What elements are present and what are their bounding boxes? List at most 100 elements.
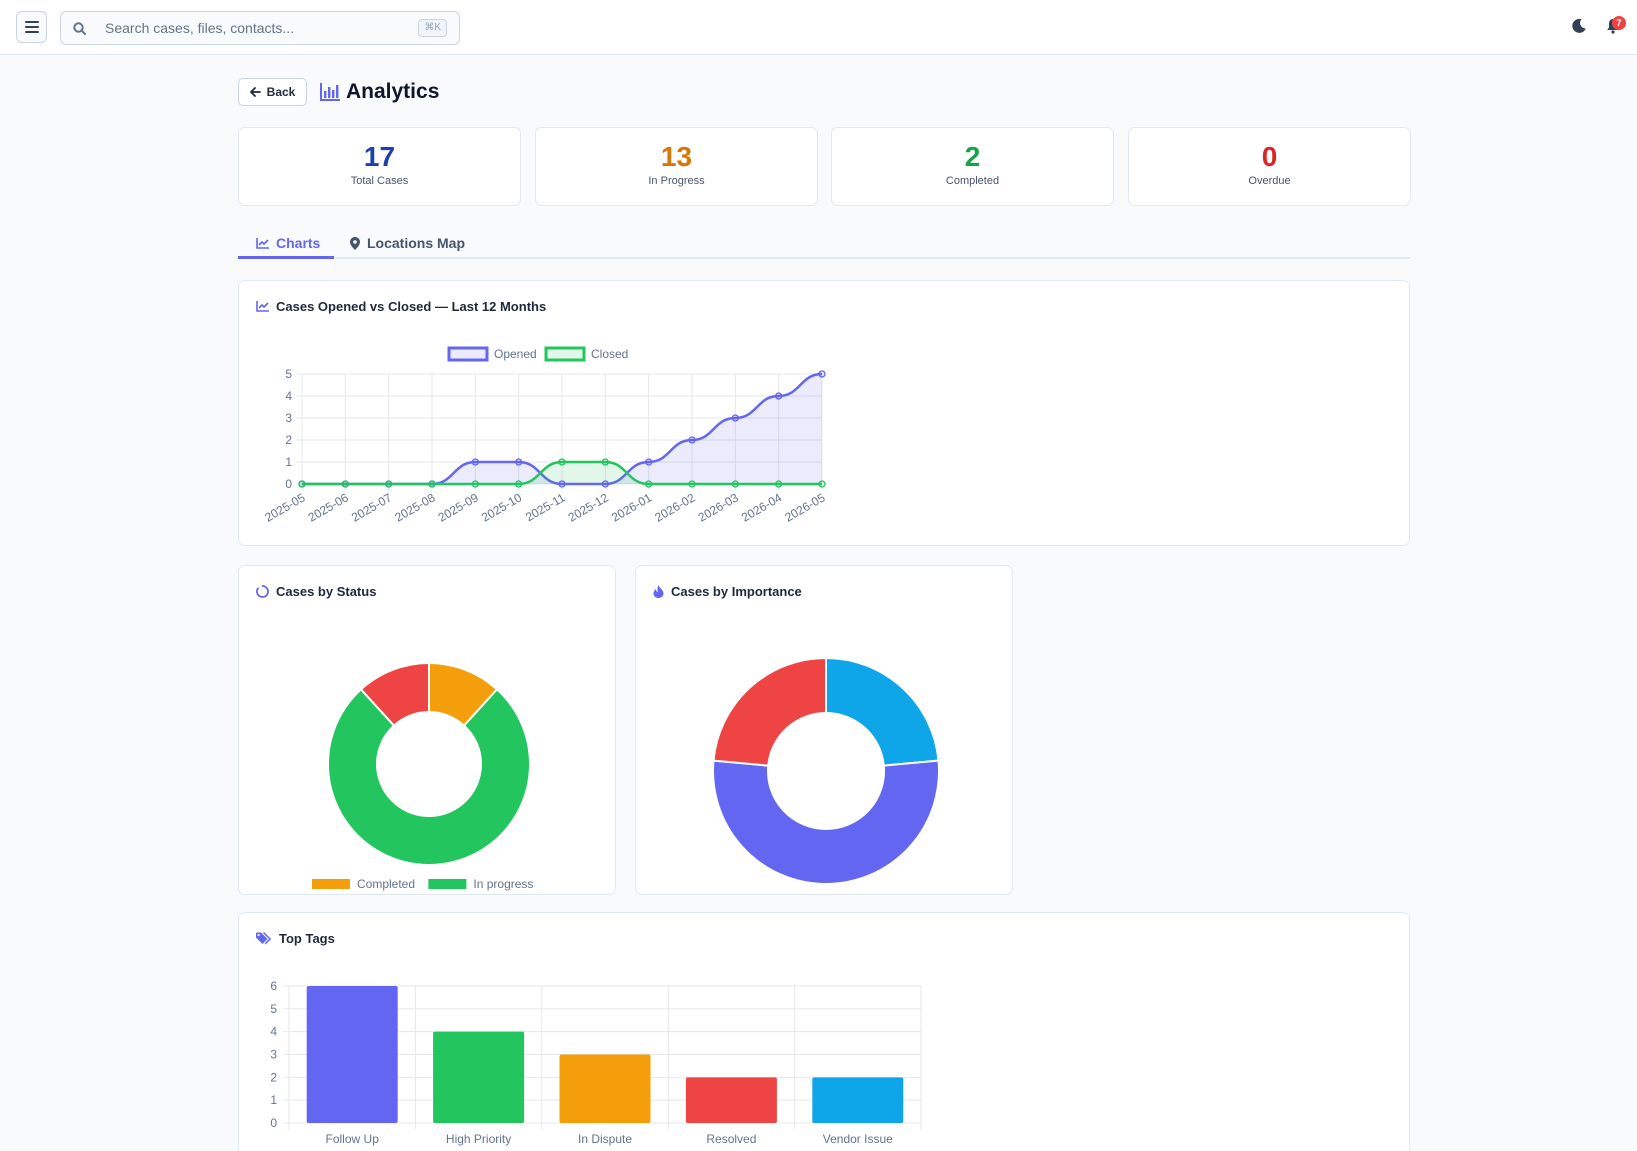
x-tick-label: Follow Up	[326, 1132, 380, 1146]
data-point	[601, 458, 609, 466]
card-title-text: Cases by Importance	[671, 584, 802, 599]
fire-icon	[653, 585, 664, 598]
data-point	[731, 414, 739, 422]
tab-label: Charts	[276, 235, 321, 251]
data-point	[731, 480, 739, 488]
series-line	[302, 460, 822, 486]
x-tick-label: 2026-04	[739, 490, 784, 524]
legend-label: Opened	[494, 347, 537, 361]
bar	[306, 986, 398, 1123]
x-tick-label: 2025-12	[566, 490, 611, 524]
data-point	[428, 480, 436, 488]
search-icon	[73, 22, 86, 35]
data-point	[775, 392, 783, 400]
y-tick-label: 6	[270, 979, 277, 993]
legend-swatch	[544, 346, 586, 362]
card-title: Cases Opened vs Closed — Last 12 Months	[256, 299, 546, 314]
back-button[interactable]: Back	[238, 78, 307, 106]
bar-chart-icon	[320, 83, 340, 101]
x-tick-label: 2025-10	[479, 490, 524, 524]
stat-label: Total Cases	[350, 175, 409, 187]
x-tick-label: Resolved	[706, 1132, 756, 1146]
x-tick-label: In Dispute	[578, 1132, 632, 1146]
importance-donut-chart: LowNormalHigh	[712, 656, 940, 885]
series-area	[302, 374, 822, 484]
x-tick-label: 2025-06	[306, 490, 351, 524]
importance-chart-card: Cases by Importance LowNormalHigh	[635, 565, 1013, 895]
legend-label: Completed	[357, 877, 415, 891]
pie-slice	[327, 687, 531, 866]
y-tick-label: 1	[285, 455, 292, 469]
y-tick-label: 2	[285, 433, 292, 447]
notification-badge: 7	[1612, 16, 1626, 30]
stat-value: 17	[363, 141, 396, 172]
stat-value: 2	[964, 141, 981, 172]
page-header: Analytics	[320, 78, 439, 106]
x-tick-label: 2026-03	[696, 490, 741, 524]
tab-charts[interactable]: Charts	[256, 227, 320, 259]
data-point	[645, 480, 653, 488]
bar	[433, 1031, 525, 1123]
bar	[812, 1077, 904, 1123]
x-tick-label: 2026-02	[652, 490, 697, 524]
y-tick-label: 4	[270, 1025, 277, 1039]
y-tick-label: 5	[270, 1002, 277, 1016]
series-area	[302, 462, 822, 484]
card-title-text: Top Tags	[279, 931, 335, 946]
x-tick-label: 2025-09	[436, 490, 481, 524]
y-tick-label: 3	[285, 411, 292, 425]
data-point	[471, 458, 479, 466]
line-chart-card: Cases Opened vs Closed — Last 12 Months …	[238, 280, 1410, 546]
data-point	[688, 436, 696, 444]
data-point	[471, 480, 479, 488]
line-chart: 0 1 2 3 4 5 2025-052025-062025-072025-082025-0…	[262, 346, 828, 525]
data-point	[385, 480, 393, 488]
stat-value: 13	[660, 141, 693, 172]
data-point	[341, 480, 349, 488]
data-point	[645, 458, 653, 466]
data-point	[515, 480, 523, 488]
line-chart-icon	[256, 237, 269, 249]
stat-in-progress: 13 In Progress	[535, 127, 818, 206]
data-point	[298, 480, 306, 488]
y-tick-label: 4	[285, 389, 292, 403]
bar	[685, 1077, 777, 1123]
data-point	[775, 480, 783, 488]
tags-icon	[256, 932, 272, 945]
card-title-text: Cases Opened vs Closed — Last 12 Months	[276, 299, 547, 314]
x-tick-label: 2025-05	[262, 490, 307, 524]
search-box[interactable]: ⌘K	[60, 11, 460, 45]
y-tick-label: 0	[270, 1116, 277, 1130]
x-tick-label: 2026-01	[609, 490, 654, 524]
menu-button[interactable]	[16, 11, 47, 43]
top-bar: ⌘K 7	[0, 0, 1637, 55]
stat-label: In Progress	[648, 175, 705, 187]
tab-bar: Charts Locations Map	[238, 227, 1410, 259]
stat-value: 0	[1261, 141, 1278, 172]
legend-label: Closed	[591, 347, 628, 361]
bar	[559, 1054, 651, 1123]
x-tick-label: 2025-07	[349, 490, 394, 524]
tags-bar-chart: 0 1 2 3 4 5 6 Follow Up High Priority In Dispute R…	[270, 979, 922, 1146]
tab-locations-map[interactable]: Locations Map	[350, 227, 465, 259]
pie-slice	[359, 661, 430, 727]
data-point	[558, 458, 566, 466]
search-input[interactable]	[105, 18, 405, 38]
pie-slice	[712, 759, 940, 885]
back-label: Back	[266, 85, 296, 99]
legend-swatch	[447, 346, 489, 362]
data-point	[688, 480, 696, 488]
y-tick-label: 2	[270, 1070, 277, 1084]
card-title: Cases by Importance	[653, 584, 802, 599]
x-tick-label: High Priority	[446, 1132, 511, 1146]
moon-icon[interactable]	[1571, 18, 1587, 34]
stat-label: Overdue	[1248, 175, 1291, 187]
stat-overdue: 0 Overdue	[1128, 127, 1411, 206]
data-point	[601, 480, 609, 488]
x-tick-label: 2026-05	[782, 490, 827, 524]
card-title-text: Cases by Status	[276, 584, 377, 599]
data-point	[558, 480, 566, 488]
line-chart-icon	[256, 301, 269, 312]
x-tick-label: 2025-08	[392, 490, 437, 524]
